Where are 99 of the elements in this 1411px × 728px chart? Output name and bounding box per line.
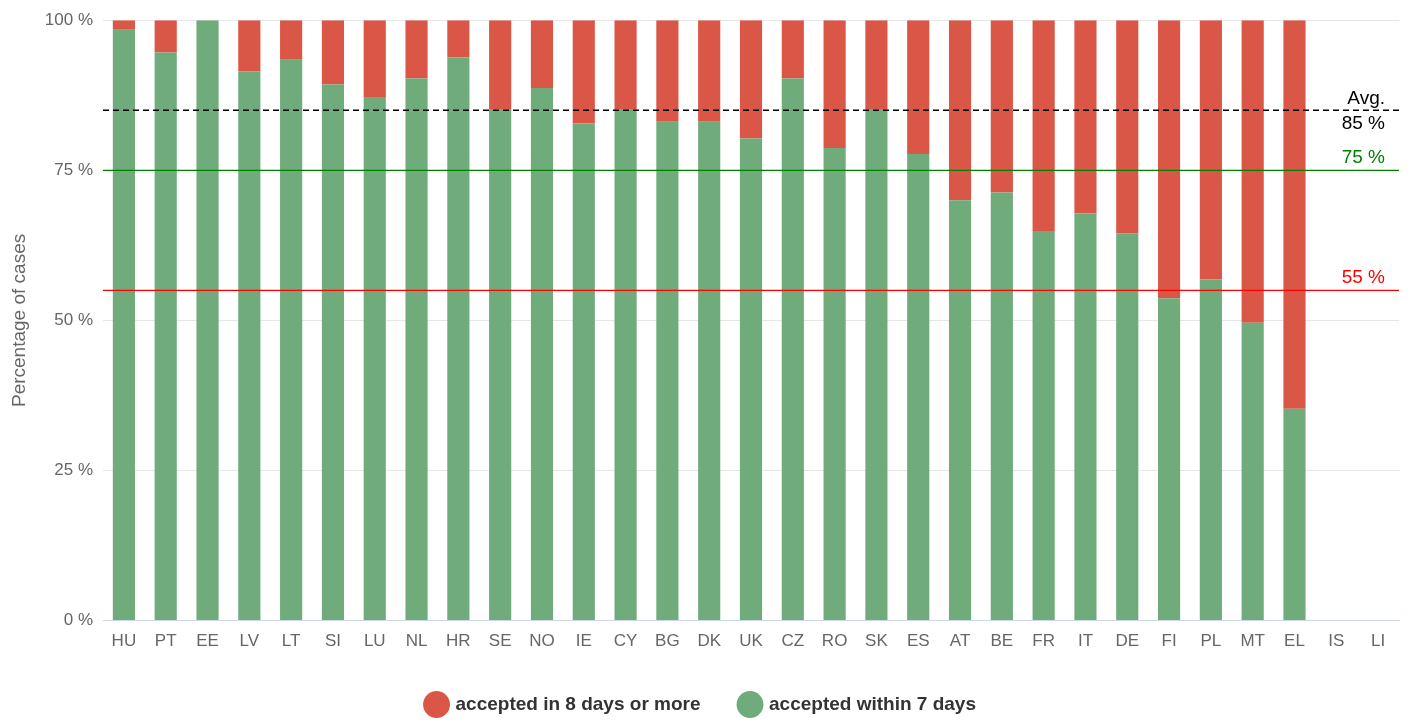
bar xyxy=(530,20,554,89)
bar xyxy=(1157,20,1181,299)
x-tick-label: EL xyxy=(1284,631,1305,651)
bar xyxy=(1199,20,1222,280)
bar xyxy=(572,123,595,621)
x-tick-label: CY xyxy=(613,631,638,651)
bar xyxy=(698,20,721,122)
x-tick-label: IS xyxy=(1328,631,1345,651)
bar xyxy=(698,121,721,621)
x-tick-label: HU xyxy=(111,631,137,651)
x-tick-label: UK xyxy=(739,631,764,651)
x-tick-label: HR xyxy=(446,631,471,651)
bar xyxy=(614,20,637,110)
bar xyxy=(447,20,470,58)
x-tick-label: IT xyxy=(1077,631,1094,651)
x-tick-label: SI xyxy=(324,631,341,651)
bar xyxy=(1241,20,1264,323)
x-tick-label: MT xyxy=(1240,631,1265,651)
bar xyxy=(112,29,135,621)
bar xyxy=(363,97,386,621)
x-tick-label: BE xyxy=(990,631,1014,651)
bar xyxy=(865,20,888,110)
bar xyxy=(1199,279,1222,621)
y-tick-label: 0 % xyxy=(63,610,93,630)
legend-label: accepted in 8 days or more xyxy=(455,692,701,714)
bar xyxy=(405,78,428,621)
bar xyxy=(572,20,595,124)
bar xyxy=(1074,213,1097,621)
x-tick-label: FR xyxy=(1032,631,1055,651)
x-tick-label: NL xyxy=(405,631,428,651)
bar xyxy=(656,121,679,621)
bar xyxy=(907,154,930,621)
bar xyxy=(907,20,930,155)
bar xyxy=(1116,20,1139,234)
bar xyxy=(948,200,972,621)
ref-line-label: 55 % xyxy=(1341,266,1386,288)
bar xyxy=(865,109,888,621)
bar xyxy=(990,192,1013,621)
legend-label: accepted within 7 days xyxy=(769,692,976,714)
bar xyxy=(1116,233,1139,621)
bar xyxy=(739,138,763,621)
x-tick-label: ES xyxy=(906,631,930,651)
bar xyxy=(154,20,177,53)
x-tick-label: PT xyxy=(154,631,177,651)
bar xyxy=(1241,322,1264,621)
bar xyxy=(530,88,554,621)
ref-line-label: Avg. 85 % xyxy=(1341,86,1386,133)
x-tick-label: SE xyxy=(488,631,512,651)
x-tick-label: AT xyxy=(949,631,971,651)
x-tick-label: DK xyxy=(697,631,722,651)
bar xyxy=(1157,298,1181,621)
x-tick-label: SK xyxy=(865,631,889,651)
bar xyxy=(1032,20,1055,231)
x-tick-label: BG xyxy=(655,631,680,651)
x-tick-label: LU xyxy=(363,631,386,651)
bar xyxy=(238,71,261,621)
y-tick-label: 100 % xyxy=(44,9,93,29)
bar xyxy=(321,84,345,621)
bar xyxy=(280,59,303,621)
bar xyxy=(1032,230,1055,621)
bar xyxy=(656,20,679,122)
bar xyxy=(781,78,804,621)
bar xyxy=(280,20,303,60)
y-tick-label: 50 % xyxy=(54,310,93,330)
x-tick-label: NO xyxy=(529,631,555,651)
x-tick-label: PL xyxy=(1200,631,1222,651)
bar xyxy=(990,20,1013,193)
bar xyxy=(154,52,177,621)
bar xyxy=(614,109,637,621)
bar xyxy=(238,20,261,72)
y-tick-label: 25 % xyxy=(54,460,93,480)
x-tick-label: DE xyxy=(1115,631,1140,651)
bar xyxy=(363,20,386,98)
x-tick-label: LV xyxy=(239,631,260,651)
x-tick-label: CZ xyxy=(781,631,805,651)
bar xyxy=(447,57,470,621)
bar xyxy=(321,20,345,85)
x-tick-label: LI xyxy=(1371,631,1386,651)
bar xyxy=(489,20,512,110)
y-axis-title: Percentage of cases xyxy=(7,233,29,408)
y-tick-label: 75 % xyxy=(54,159,93,179)
bar xyxy=(823,148,846,621)
ref-line-label: 75 % xyxy=(1341,146,1386,168)
x-tick-label: IE xyxy=(575,631,592,651)
bar xyxy=(948,20,972,201)
bar xyxy=(1283,20,1306,409)
x-tick-label: FI xyxy=(1161,631,1177,651)
bar xyxy=(1074,20,1097,214)
x-tick-label: LT xyxy=(281,631,301,651)
bar xyxy=(405,20,428,79)
bar xyxy=(1283,408,1306,621)
x-tick-label: EE xyxy=(196,631,219,651)
bar xyxy=(781,20,804,79)
bar xyxy=(489,109,512,621)
bar xyxy=(112,20,135,30)
bar xyxy=(739,20,763,139)
x-tick-label: RO xyxy=(821,631,848,651)
bar xyxy=(196,20,219,621)
bar xyxy=(823,20,846,149)
